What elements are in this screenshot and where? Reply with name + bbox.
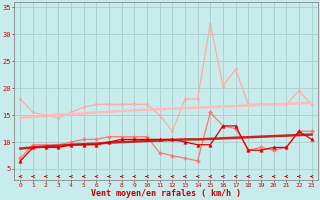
X-axis label: Vent moyen/en rafales ( km/h ): Vent moyen/en rafales ( km/h ) [91, 189, 241, 198]
